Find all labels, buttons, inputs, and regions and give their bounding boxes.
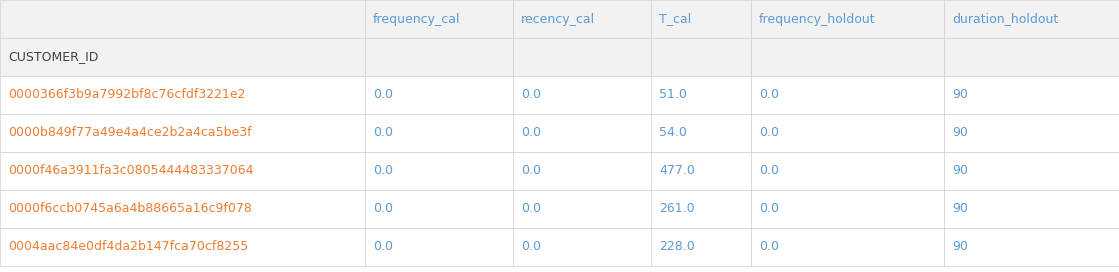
Text: 0.0: 0.0 (759, 240, 779, 254)
Text: T_cal: T_cal (659, 13, 692, 26)
Text: 0.0: 0.0 (759, 202, 779, 215)
Bar (944, 190, 1119, 228)
Bar (751, 228, 944, 266)
Text: 90: 90 (952, 88, 968, 101)
Bar (513, 38, 651, 76)
Text: 0.0: 0.0 (759, 126, 779, 140)
Text: 0000f6ccb0745a6a4b88665a16c9f078: 0000f6ccb0745a6a4b88665a16c9f078 (8, 202, 252, 215)
Text: frequency_cal: frequency_cal (373, 13, 461, 26)
Text: duration_holdout: duration_holdout (952, 13, 1059, 26)
Bar (365, 228, 513, 266)
Bar (751, 114, 944, 152)
Bar (944, 114, 1119, 152)
Text: 0.0: 0.0 (373, 126, 393, 140)
Bar (751, 152, 944, 190)
Bar (751, 190, 944, 228)
Bar (365, 152, 513, 190)
Bar (513, 152, 651, 190)
Bar (651, 152, 751, 190)
Text: 0.0: 0.0 (373, 165, 393, 178)
Text: 54.0: 54.0 (659, 126, 687, 140)
Bar (0, 114, 365, 152)
Bar (0, 190, 365, 228)
Bar (944, 152, 1119, 190)
Text: 0.0: 0.0 (373, 88, 393, 101)
Bar (365, 0, 513, 38)
Bar (513, 0, 651, 38)
Bar (365, 114, 513, 152)
Bar (513, 114, 651, 152)
Bar (513, 228, 651, 266)
Text: 90: 90 (952, 165, 968, 178)
Text: 90: 90 (952, 202, 968, 215)
Bar (944, 228, 1119, 266)
Text: 51.0: 51.0 (659, 88, 687, 101)
Bar (944, 76, 1119, 114)
Bar (365, 76, 513, 114)
Bar (365, 38, 513, 76)
Bar (751, 0, 944, 38)
Bar (651, 114, 751, 152)
Text: 261.0: 261.0 (659, 202, 695, 215)
Bar (944, 0, 1119, 38)
Bar (651, 38, 751, 76)
Text: 0.0: 0.0 (521, 240, 540, 254)
Text: recency_cal: recency_cal (521, 13, 595, 26)
Text: 90: 90 (952, 240, 968, 254)
Bar (513, 190, 651, 228)
Bar (651, 0, 751, 38)
Text: 90: 90 (952, 126, 968, 140)
Text: 477.0: 477.0 (659, 165, 695, 178)
Text: 0.0: 0.0 (521, 126, 540, 140)
Bar (365, 190, 513, 228)
Bar (651, 228, 751, 266)
Bar (0, 38, 365, 76)
Text: 228.0: 228.0 (659, 240, 695, 254)
Text: 0000366f3b9a7992bf8c76cfdf3221e2: 0000366f3b9a7992bf8c76cfdf3221e2 (8, 88, 245, 101)
Text: 0.0: 0.0 (373, 240, 393, 254)
Bar (751, 76, 944, 114)
Text: 0000f46a3911fa3c0805444483337064: 0000f46a3911fa3c0805444483337064 (8, 165, 254, 178)
Bar (0, 228, 365, 266)
Text: 0.0: 0.0 (521, 88, 540, 101)
Bar (751, 38, 944, 76)
Bar (0, 0, 365, 38)
Bar (651, 76, 751, 114)
Text: 0.0: 0.0 (373, 202, 393, 215)
Bar (513, 76, 651, 114)
Text: 0000b849f77a49e4a4ce2b2a4ca5be3f: 0000b849f77a49e4a4ce2b2a4ca5be3f (8, 126, 252, 140)
Bar (944, 38, 1119, 76)
Bar (651, 190, 751, 228)
Text: 0.0: 0.0 (759, 165, 779, 178)
Text: CUSTOMER_ID: CUSTOMER_ID (8, 51, 98, 63)
Text: 0.0: 0.0 (759, 88, 779, 101)
Bar (0, 76, 365, 114)
Bar (0, 152, 365, 190)
Text: 0.0: 0.0 (521, 165, 540, 178)
Text: frequency_holdout: frequency_holdout (759, 13, 876, 26)
Text: 0004aac84e0df4da2b147fca70cf8255: 0004aac84e0df4da2b147fca70cf8255 (8, 240, 248, 254)
Text: 0.0: 0.0 (521, 202, 540, 215)
